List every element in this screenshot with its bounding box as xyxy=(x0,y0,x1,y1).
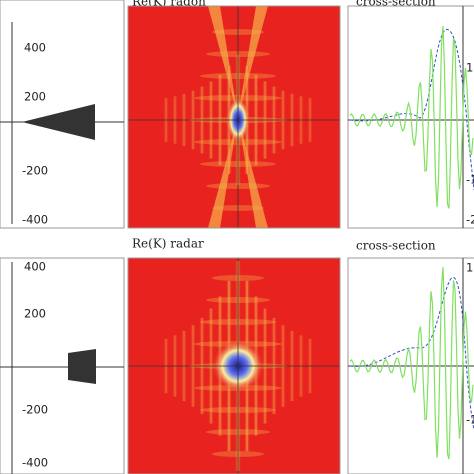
tick-label: -400 xyxy=(22,456,48,470)
tick-label: -400 xyxy=(22,213,48,227)
left-panel xyxy=(0,257,125,474)
panel-title: cross-section xyxy=(356,239,436,253)
curve-blue xyxy=(349,277,474,431)
tick-label: 10 xyxy=(466,61,474,75)
curve-green xyxy=(349,267,474,460)
panel-title: Re(K) radar xyxy=(132,237,204,251)
panel-title: Re(K) radon xyxy=(132,0,206,9)
curve-green xyxy=(349,26,474,209)
tick-label: 10 xyxy=(466,261,474,275)
frame xyxy=(127,257,341,474)
heatmap xyxy=(128,258,340,474)
tick-label: -10 xyxy=(466,413,474,427)
frame xyxy=(127,5,341,229)
shape xyxy=(68,349,96,384)
row-top: 400 200 -200 -400 Re(K) radon cross-sect… xyxy=(0,0,474,229)
heatmap xyxy=(128,6,340,228)
tick-label: 400 xyxy=(24,41,46,55)
tick-label: 400 xyxy=(24,260,46,274)
tick-label: -10 xyxy=(466,173,474,187)
tick-label: -200 xyxy=(22,403,48,417)
panel-title: cross-section xyxy=(356,0,436,9)
wedge xyxy=(22,104,95,140)
row-bottom: 400 200 -200 -400 Re(K) radar cross-sect… xyxy=(0,237,474,474)
tick-label: -20 xyxy=(466,213,474,227)
curve-blue xyxy=(349,29,474,191)
tick-label: 200 xyxy=(24,307,46,321)
tick-label: 200 xyxy=(24,90,46,104)
tick-label: -200 xyxy=(22,164,48,178)
